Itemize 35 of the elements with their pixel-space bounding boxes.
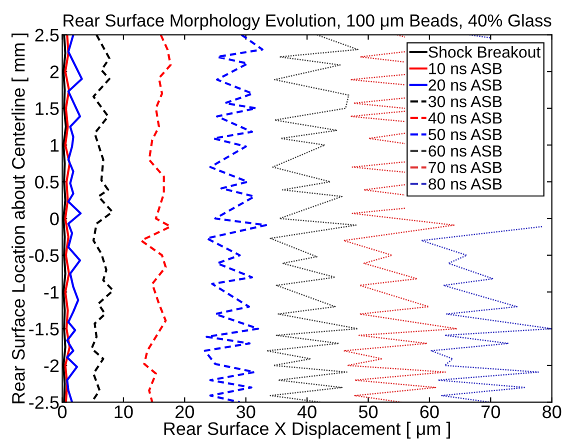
legend-label: 70 ns ASB (428, 162, 502, 174)
y-tick-label: -1 (44, 286, 59, 299)
x-tick-label: 40 (297, 405, 316, 418)
legend-label: 60 ns ASB (428, 145, 502, 157)
y-tick-label: 2.5 (35, 28, 59, 42)
y-tick-label: -1.5 (29, 322, 59, 336)
y-tick-label: 2 (50, 66, 59, 78)
line-series (140, 34, 172, 402)
x-tick-label: 30 (236, 405, 256, 418)
x-tick-label: 20 (176, 405, 194, 418)
x-tick-label: 10 (114, 405, 133, 418)
legend-label: 80 ns ASB (428, 178, 502, 190)
y-tick-label: 1 (50, 139, 59, 152)
x-tick-label: 60 (420, 405, 439, 418)
legend-label: 10 ns ASB (429, 62, 502, 74)
y-tick-label: 1.5 (36, 102, 59, 116)
y-tick-label: 0.5 (35, 176, 59, 188)
line-series (266, 34, 358, 402)
line-series (66, 34, 83, 402)
y-tick-label: 0 (50, 212, 59, 226)
y-axis-title: Rear Surface Location about Centerline [ mm ] (12, 34, 28, 404)
x-axis-title: Rear Surface X Displacement [ μm ] (164, 422, 450, 439)
x-tick-label: 70 (482, 405, 500, 418)
x-tick-label: 50 (358, 405, 378, 418)
y-tick-label: -2.5 (29, 396, 59, 409)
y-tick-label: -2 (44, 359, 59, 372)
legend-label: 30 ns ASB (428, 96, 502, 108)
y-tick-label: -0.5 (29, 249, 59, 262)
legend-label: 50 ns ASB (428, 128, 502, 140)
legend-label: 20 ns ASB (428, 79, 502, 91)
legend-label: 40 ns ASB (428, 112, 502, 124)
legend-label: Shock Breakout (428, 46, 541, 58)
x-tick-label: 80 (542, 405, 562, 418)
chart-title: Rear Surface Morphology Evolution, 100 μm Beads, 40% Glass (64, 14, 552, 30)
line-series (204, 34, 268, 402)
